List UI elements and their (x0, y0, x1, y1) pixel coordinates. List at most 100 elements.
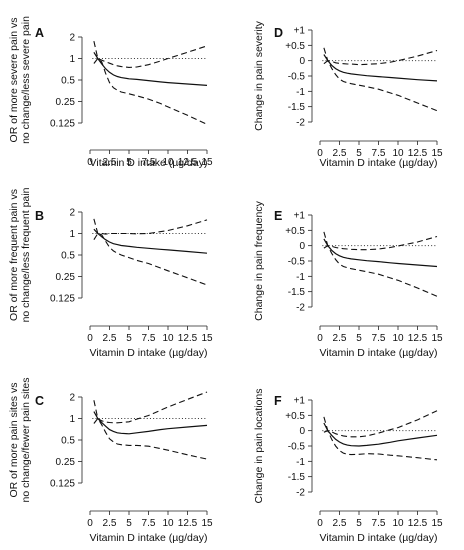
x-tick-label-a: 15 (201, 157, 213, 168)
x-tick-label-f: 2.5 (333, 518, 347, 529)
x-tick-label-e: 2.5 (333, 333, 347, 344)
x-tick-label-a: 2.5 (103, 157, 117, 168)
y-tick-label-c: 0.25 (56, 457, 76, 468)
y-axis-title-e: Change in pain frequency (253, 200, 265, 320)
y-tick-label-d: -0.5 (288, 72, 306, 83)
x-tick-label-a: 0 (87, 157, 93, 168)
x-tick-label-d: 12.5 (408, 148, 428, 159)
ci-lower-line-f (323, 430, 438, 461)
y-tick-label-e: +1 (294, 211, 306, 222)
y-tick-label-d: +1 (294, 26, 306, 37)
estimate-line-f (323, 422, 438, 447)
y-tick-label-d: 0 (299, 56, 305, 67)
y-tick-label-c: 1 (69, 414, 75, 425)
x-tick-label-e: 0 (317, 333, 323, 344)
x-axis-title-f: Vitamin D intake (µg/day) (320, 532, 438, 544)
y-tick-label-e: 0 (299, 241, 305, 252)
x-tick-label-c: 2.5 (103, 518, 117, 529)
x-tick-label-b: 12.5 (178, 333, 198, 344)
estimate-line-e (323, 238, 438, 268)
y-tick-label-e: -2 (296, 303, 305, 314)
x-axis-title-c: Vitamin D intake (µg/day) (90, 532, 208, 544)
x-tick-label-e: 7.5 (372, 333, 386, 344)
ci-lower-line-b (93, 232, 208, 286)
panel-letter-f: F (274, 394, 282, 408)
x-tick-label-f: 5 (356, 518, 362, 529)
y-tick-label-b: 0.5 (61, 251, 75, 262)
x-tick-label-c: 15 (201, 518, 213, 529)
y-tick-label-e: +0.5 (285, 226, 305, 237)
panel-letter-a: A (35, 26, 44, 40)
x-tick-label-b: 10 (162, 333, 174, 344)
x-tick-label-b: 2.5 (103, 333, 117, 344)
estimate-line-a (93, 51, 208, 86)
panel-letter-d: D (274, 26, 283, 40)
y-tick-label-f: -1 (296, 457, 305, 468)
x-tick-label-b: 5 (126, 333, 132, 344)
panel-letter-e: E (274, 209, 282, 223)
x-tick-label-e: 5 (356, 333, 362, 344)
y-tick-label-f: +0.5 (285, 411, 305, 422)
panel-letter-c: C (35, 394, 44, 408)
y-tick-label-e: -1.5 (288, 287, 306, 298)
x-tick-label-e: 12.5 (408, 333, 428, 344)
y-tick-label-d: +0.5 (285, 41, 305, 52)
x-axis-title-b: Vitamin D intake (µg/day) (90, 347, 208, 359)
y-tick-label-d: -2 (296, 118, 305, 129)
y-tick-label-a: 0.25 (56, 97, 76, 108)
x-tick-label-e: 15 (431, 333, 443, 344)
y-axis-title-c: OR of more pain sites vs (8, 383, 20, 498)
y-axis-title-d: Change in pain severity (253, 20, 265, 130)
x-tick-label-d: 5 (356, 148, 362, 159)
x-tick-label-f: 15 (431, 518, 443, 529)
ci-upper-line-a (93, 40, 208, 68)
y-tick-label-a: 0.125 (50, 119, 75, 130)
y-axis-title-a: OR of more severe pain vs (8, 18, 20, 143)
y-tick-label-b: 0.25 (56, 272, 76, 283)
y-tick-label-f: +1 (294, 396, 306, 407)
x-tick-label-a: 5 (126, 157, 132, 168)
y-tick-label-c: 0.5 (61, 436, 75, 447)
x-tick-label-b: 15 (201, 333, 213, 344)
y-tick-label-f: -2 (296, 488, 305, 499)
ci-upper-line-e (323, 231, 438, 251)
y-tick-label-e: -0.5 (288, 257, 306, 268)
x-tick-label-a: 7.5 (142, 157, 156, 168)
y-tick-label-c: 2 (69, 393, 75, 404)
x-tick-label-d: 15 (431, 148, 443, 159)
y-tick-label-c: 0.125 (50, 479, 75, 490)
x-tick-label-c: 12.5 (178, 518, 198, 529)
y-axis-title-b: no change/less frequent pain (20, 187, 32, 322)
x-tick-label-c: 5 (126, 518, 132, 529)
x-axis-title-d: Vitamin D intake (µg/day) (320, 157, 438, 169)
y-tick-label-d: -1 (296, 87, 305, 98)
estimate-line-b (93, 228, 208, 254)
x-tick-label-d: 7.5 (372, 148, 386, 159)
y-tick-label-e: -1 (296, 272, 305, 283)
y-tick-label-a: 0.5 (61, 76, 75, 87)
panel-letter-b: B (35, 209, 44, 223)
ci-lower-line-a (93, 57, 208, 125)
y-axis-title-b: OR of more frequent pain vs (8, 189, 20, 321)
x-tick-label-d: 0 (317, 148, 323, 159)
x-tick-label-c: 10 (162, 518, 174, 529)
x-tick-label-f: 10 (392, 518, 404, 529)
x-tick-label-c: 0 (87, 518, 93, 529)
x-tick-label-d: 2.5 (333, 148, 347, 159)
estimate-line-c (93, 411, 208, 435)
y-tick-label-f: -1.5 (288, 472, 306, 483)
y-tick-label-f: 0 (299, 426, 305, 437)
x-tick-label-b: 7.5 (142, 333, 156, 344)
x-tick-label-f: 12.5 (408, 518, 428, 529)
x-axis-title-a: Vitamin D intake (µg/day) (90, 157, 208, 169)
ci-upper-line-f (323, 410, 438, 438)
y-tick-label-a: 1 (69, 54, 75, 65)
ci-lower-line-c (93, 417, 208, 460)
x-tick-label-a: 10 (162, 157, 174, 168)
x-tick-label-d: 10 (392, 148, 404, 159)
y-tick-label-d: -1.5 (288, 102, 306, 113)
x-tick-label-b: 0 (87, 333, 93, 344)
ci-upper-line-c (93, 391, 208, 424)
x-tick-label-a: 12.5 (178, 157, 198, 168)
